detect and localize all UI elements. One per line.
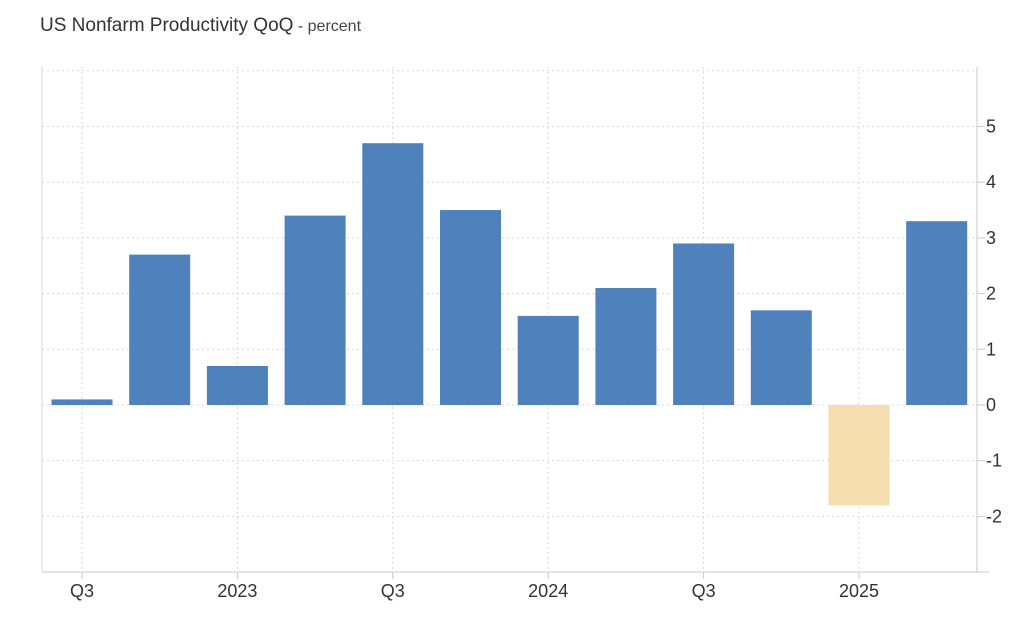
bar: [750, 310, 812, 405]
x-tick-label: Q3: [692, 581, 716, 601]
y-tick-label: -1: [986, 451, 1002, 471]
x-tick-label: 2023: [217, 581, 257, 601]
y-tick-label: 0: [986, 395, 996, 415]
bar: [673, 243, 735, 405]
y-tick-label: 5: [986, 117, 996, 137]
axis-layer: [41, 67, 989, 579]
x-tick-label: Q3: [70, 581, 94, 601]
chart-title-separator: -: [297, 18, 304, 35]
bar: [595, 288, 657, 405]
y-tick-label: 2: [986, 284, 996, 304]
chart-title: US Nonfarm Productivity QoQ - percent: [40, 15, 361, 37]
y-tick-label: 3: [986, 228, 996, 248]
bar: [206, 366, 268, 405]
y-tick-label: 4: [986, 172, 996, 192]
x-tick-label: Q3: [381, 581, 405, 601]
chart-title-unit: percent: [307, 18, 362, 35]
bar: [362, 143, 424, 405]
bar: [440, 210, 501, 405]
x-tick-label: 2024: [528, 581, 568, 601]
bar: [284, 215, 346, 405]
y-tick-label: 1: [986, 339, 996, 359]
bar: [129, 254, 191, 405]
labels-layer: 5 4 3 2 1 0 -1 -2 Q3 2023 Q3 2024 Q3 2025: [70, 117, 1002, 602]
bar: [517, 315, 579, 405]
y-tick-label: -2: [986, 506, 1002, 526]
chart-title-main: US Nonfarm Productivity QoQ: [40, 15, 294, 36]
x-tick-label: 2025: [839, 581, 879, 601]
bar: [828, 405, 890, 506]
bar: [51, 399, 113, 405]
bars-layer: [51, 143, 968, 506]
bar: [906, 221, 968, 405]
